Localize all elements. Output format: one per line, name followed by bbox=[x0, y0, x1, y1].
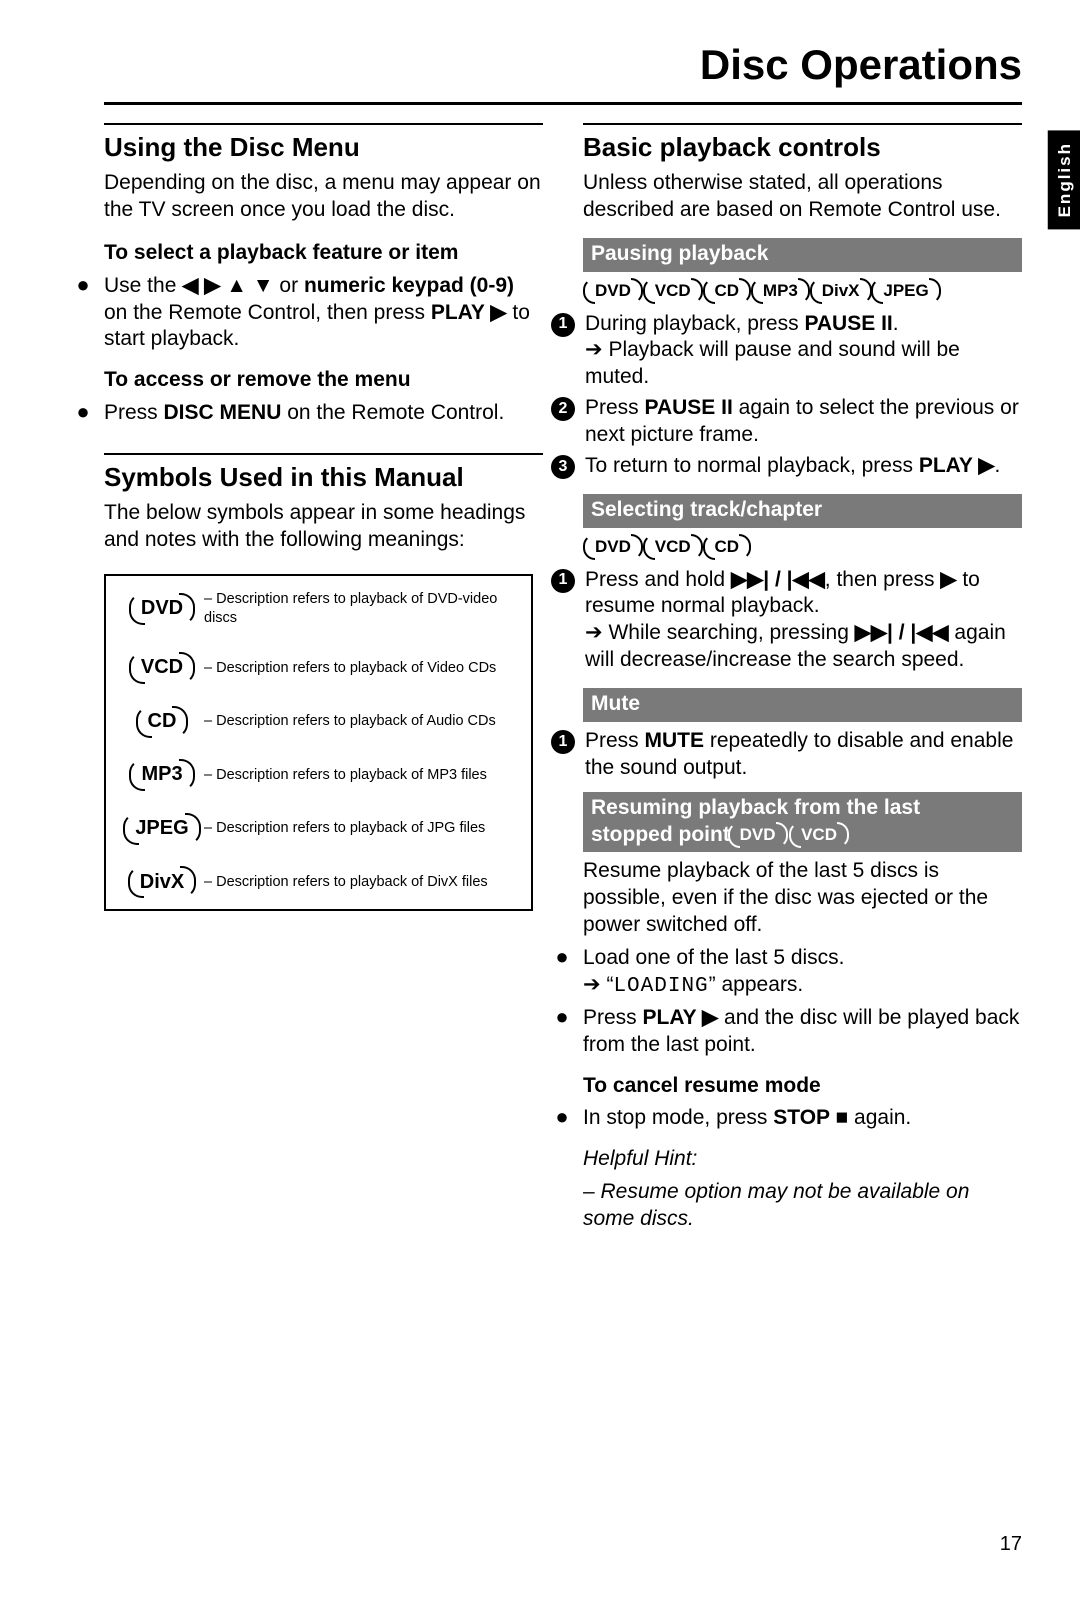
sub-heading: To cancel resume mode bbox=[583, 1073, 1022, 1100]
body-text: In stop mode, press STOP ■ again. bbox=[583, 1105, 1022, 1132]
body-text: Press PAUSE II again to select the previ… bbox=[585, 395, 1022, 449]
table-cell: – Description refers to playback of MP3 … bbox=[204, 766, 517, 785]
step-item: 1 Press and hold ▶▶| / |◀◀, then press ▶… bbox=[583, 567, 1022, 675]
disc-badge: DVD bbox=[593, 536, 633, 558]
bullet-icon: ● bbox=[551, 1105, 573, 1132]
disc-badge: DVD bbox=[738, 824, 778, 846]
step-number-icon: 1 bbox=[551, 569, 575, 593]
step-number-icon: 2 bbox=[551, 397, 575, 421]
table-row: DVD – Description refers to playback of … bbox=[106, 576, 531, 641]
disc-badge: DVD bbox=[139, 596, 185, 622]
bullet-item: ● Use the ◀ ▶ ▲ ▼ or numeric keypad (0-9… bbox=[104, 273, 543, 354]
language-tab: English bbox=[1048, 130, 1080, 229]
section-bar: Selecting track/chapter bbox=[583, 494, 1022, 528]
disc-badge: CD bbox=[713, 280, 742, 302]
step-number-icon: 1 bbox=[551, 313, 575, 337]
page-number: 17 bbox=[1000, 1532, 1022, 1558]
result-line: “LOADING” appears. bbox=[583, 972, 1022, 1001]
body-text: Unless otherwise stated, all operations … bbox=[583, 170, 1022, 224]
disc-badge: VCD bbox=[799, 824, 839, 846]
disc-badge: CD bbox=[146, 709, 179, 735]
body-text: Press PLAY ▶ and the disc will be played… bbox=[583, 1005, 1022, 1059]
result-line: Playback will pause and sound will be mu… bbox=[585, 337, 1022, 391]
disc-badge: VCD bbox=[139, 655, 185, 681]
bullet-icon: ● bbox=[551, 1005, 573, 1059]
table-row: MP3 – Description refers to playback of … bbox=[106, 748, 531, 802]
disc-badge: DivX bbox=[138, 870, 186, 896]
body-text: Press DISC MENU on the Remote Control. bbox=[104, 400, 543, 427]
table-row: JPEG – Description refers to playback of… bbox=[106, 802, 531, 856]
table-cell: – Description refers to playback of Vide… bbox=[204, 659, 517, 678]
disc-badge: CD bbox=[713, 536, 742, 558]
body-text: Use the ◀ ▶ ▲ ▼ or numeric keypad (0-9) … bbox=[104, 273, 543, 354]
hint-body: – Resume option may not be available on … bbox=[583, 1179, 1022, 1233]
section-bar: Pausing playback bbox=[583, 238, 1022, 272]
page-title: Disc Operations bbox=[104, 38, 1022, 105]
table-cell: – Description refers to playback of DVD-… bbox=[204, 590, 517, 627]
table-row: CD – Description refers to playback of A… bbox=[106, 695, 531, 749]
hint-heading: Helpful Hint: bbox=[583, 1146, 1022, 1173]
bullet-icon: ● bbox=[551, 945, 573, 1001]
result-line: While searching, pressing ▶▶| / |◀◀ agai… bbox=[585, 620, 1022, 674]
table-cell: – Description refers to playback of JPG … bbox=[204, 819, 517, 838]
table-row: VCD – Description refers to playback of … bbox=[106, 641, 531, 695]
step-number-icon: 3 bbox=[551, 455, 575, 479]
body-text: Resume playback of the last 5 discs is p… bbox=[583, 858, 1022, 939]
symbol-table: DVD – Description refers to playback of … bbox=[104, 574, 533, 911]
disc-badge: JPEG bbox=[133, 816, 190, 842]
section-heading: Symbols Used in this Manual bbox=[104, 453, 543, 494]
left-column: Using the Disc Menu Depending on the dis… bbox=[104, 123, 543, 1239]
section-bar: Resuming playback from the last stopped … bbox=[583, 792, 1022, 853]
body-text: During playback, press PAUSE II. Playbac… bbox=[585, 311, 1022, 392]
bullet-item: ● In stop mode, press STOP ■ again. bbox=[583, 1105, 1022, 1132]
sub-heading: To select a playback feature or item bbox=[104, 240, 543, 267]
bullet-item: ● Press DISC MENU on the Remote Control. bbox=[104, 400, 543, 427]
bullet-item: ● Load one of the last 5 discs. “LOADING… bbox=[583, 945, 1022, 1001]
body-text: Depending on the disc, a menu may appear… bbox=[104, 170, 543, 224]
disc-badge: DivX bbox=[820, 280, 862, 302]
step-number-icon: 1 bbox=[551, 730, 575, 754]
disc-badge: MP3 bbox=[761, 280, 800, 302]
badge-row: DVD VCD CD bbox=[583, 532, 1022, 567]
body-text: Press and hold ▶▶| / |◀◀, then press ▶ t… bbox=[585, 567, 1022, 675]
section-heading: Basic playback controls bbox=[583, 123, 1022, 164]
disc-badge: VCD bbox=[653, 536, 693, 558]
disc-badge: JPEG bbox=[881, 280, 930, 302]
bullet-item: ● Press PLAY ▶ and the disc will be play… bbox=[583, 1005, 1022, 1059]
right-column: Basic playback controls Unless otherwise… bbox=[583, 123, 1022, 1239]
step-item: 1 During playback, press PAUSE II. Playb… bbox=[583, 311, 1022, 392]
table-cell: – Description refers to playback of Audi… bbox=[204, 712, 517, 731]
bullet-icon: ● bbox=[72, 400, 94, 427]
table-row: DivX – Description refers to playback of… bbox=[106, 856, 531, 910]
disc-badge: MP3 bbox=[139, 762, 184, 788]
body-text: The below symbols appear in some heading… bbox=[104, 500, 543, 554]
step-item: 2 Press PAUSE II again to select the pre… bbox=[583, 395, 1022, 449]
section-bar: Mute bbox=[583, 688, 1022, 722]
disc-badge: VCD bbox=[653, 280, 693, 302]
section-heading: Using the Disc Menu bbox=[104, 123, 543, 164]
table-cell: – Description refers to playback of DivX… bbox=[204, 873, 517, 892]
body-text: Load one of the last 5 discs. “LOADING” … bbox=[583, 945, 1022, 1001]
sub-heading: To access or remove the menu bbox=[104, 367, 543, 394]
body-text: Press MUTE repeatedly to disable and ena… bbox=[585, 728, 1022, 782]
step-item: 3 To return to normal playback, press PL… bbox=[583, 453, 1022, 480]
disc-badge: DVD bbox=[593, 280, 633, 302]
badge-row: DVD VCD CD MP3 DivX JPEG bbox=[583, 276, 1022, 311]
bullet-icon: ● bbox=[72, 273, 94, 354]
step-item: 1 Press MUTE repeatedly to disable and e… bbox=[583, 728, 1022, 782]
body-text: To return to normal playback, press PLAY… bbox=[585, 453, 1022, 480]
